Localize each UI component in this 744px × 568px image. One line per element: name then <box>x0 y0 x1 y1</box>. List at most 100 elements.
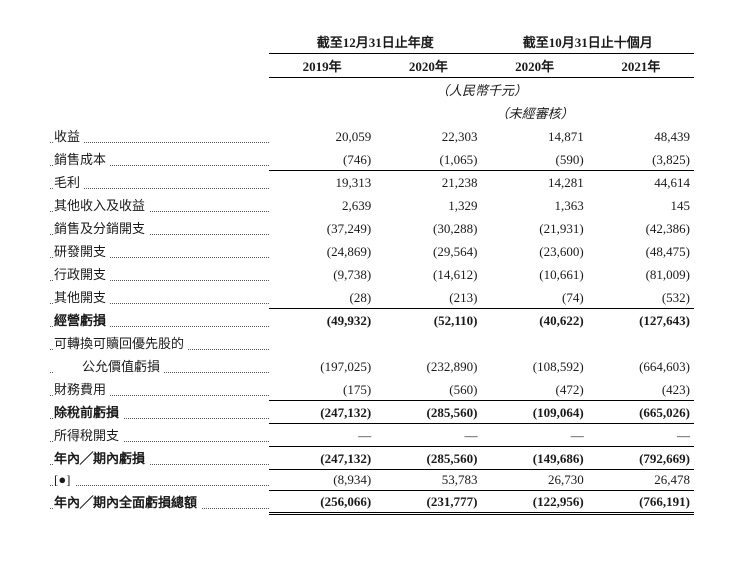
cell-value: 1,329 <box>375 193 481 216</box>
cell-value: 2,639 <box>269 193 375 216</box>
cell-value: (9,738) <box>269 262 375 285</box>
cell-value: (21,931) <box>481 216 587 239</box>
cell-value <box>481 331 587 354</box>
cell-value: 22,303 <box>375 124 481 147</box>
cell-value <box>375 331 481 354</box>
cell-value: (42,386) <box>588 216 694 239</box>
cell-value: (664,603) <box>588 354 694 377</box>
cell-value: (175) <box>269 377 375 400</box>
row-label: 銷售成本 <box>50 147 269 170</box>
cell-value: (472) <box>481 377 587 400</box>
row-label: [●] <box>50 469 269 490</box>
header-unaudited: （未經審核） <box>50 101 694 124</box>
cell-value: (197,025) <box>269 354 375 377</box>
cell-value: (285,560) <box>375 400 481 423</box>
cell-value: (247,132) <box>269 446 375 469</box>
cell-value: 26,730 <box>481 469 587 490</box>
cell-value: (560) <box>375 377 481 400</box>
cell-value: (122,956) <box>481 490 587 513</box>
row-label: 公允價值虧損 <box>50 354 269 377</box>
table-row: 年內╱期內全面虧損總額(256,066)(231,777)(122,956)(7… <box>50 490 694 513</box>
cell-value: 20,059 <box>269 124 375 147</box>
cell-value: (3,825) <box>588 147 694 170</box>
row-label: 其他收入及收益 <box>50 193 269 216</box>
cell-value: 14,281 <box>481 170 587 193</box>
row-label: 經營虧損 <box>50 308 269 331</box>
cell-value: (29,564) <box>375 239 481 262</box>
table-row: 財務費用(175)(560)(472)(423) <box>50 377 694 400</box>
row-label: 收益 <box>50 124 269 147</box>
cell-value: (28) <box>269 285 375 308</box>
cell-value: (24,869) <box>269 239 375 262</box>
row-label: 年內╱期內全面虧損總額 <box>50 490 269 513</box>
row-label: 財務費用 <box>50 377 269 400</box>
header-group-right: 截至10月31日止十個月 <box>481 30 694 54</box>
cell-value: — <box>481 423 587 446</box>
table-row: 收益20,05922,30314,87148,439 <box>50 124 694 147</box>
cell-value: — <box>588 423 694 446</box>
cell-value: 1,363 <box>481 193 587 216</box>
cell-value <box>269 331 375 354</box>
cell-value: (30,288) <box>375 216 481 239</box>
header-unit-label: （人民幣千元） <box>269 78 694 102</box>
cell-value: 21,238 <box>375 170 481 193</box>
cell-value: 14,871 <box>481 124 587 147</box>
row-label: 年內╱期內虧損 <box>50 446 269 469</box>
cell-value: (766,191) <box>588 490 694 513</box>
cell-value: (52,110) <box>375 308 481 331</box>
table-row: 公允價值虧損(197,025)(232,890)(108,592)(664,60… <box>50 354 694 377</box>
cell-value: (232,890) <box>375 354 481 377</box>
cell-value: 145 <box>588 193 694 216</box>
row-label: 銷售及分銷開支 <box>50 216 269 239</box>
cell-value: (14,612) <box>375 262 481 285</box>
cell-value: (40,622) <box>481 308 587 331</box>
cell-value: (108,592) <box>481 354 587 377</box>
cell-value: — <box>269 423 375 446</box>
row-label: 可轉換可贖回優先股的 <box>50 331 269 354</box>
cell-value: (37,249) <box>269 216 375 239</box>
cell-value: 19,313 <box>269 170 375 193</box>
row-label: 行政開支 <box>50 262 269 285</box>
cell-value: (81,009) <box>588 262 694 285</box>
table-row: 除稅前虧損(247,132)(285,560)(109,064)(665,026… <box>50 400 694 423</box>
cell-value: (532) <box>588 285 694 308</box>
header-unaudited-label: （未經審核） <box>481 101 587 124</box>
cell-value: 53,783 <box>375 469 481 490</box>
table-row: 其他開支(28)(213)(74)(532) <box>50 285 694 308</box>
cell-value: (285,560) <box>375 446 481 469</box>
table-row: 銷售成本(746)(1,065)(590)(3,825) <box>50 147 694 170</box>
cell-value: 44,614 <box>588 170 694 193</box>
cell-value: (590) <box>481 147 587 170</box>
cell-value: (1,065) <box>375 147 481 170</box>
table-row: 經營虧損(49,932)(52,110)(40,622)(127,643) <box>50 308 694 331</box>
header-unit: （人民幣千元） <box>50 78 694 102</box>
cell-value: (256,066) <box>269 490 375 513</box>
table-row: 年內╱期內虧損(247,132)(285,560)(149,686)(792,6… <box>50 446 694 469</box>
cell-value: (213) <box>375 285 481 308</box>
cell-value: — <box>375 423 481 446</box>
cell-value: (792,669) <box>588 446 694 469</box>
header-group-left: 截至12月31日止年度 <box>269 30 482 54</box>
cell-value: (48,475) <box>588 239 694 262</box>
cell-value: (247,132) <box>269 400 375 423</box>
row-label: 研發開支 <box>50 239 269 262</box>
cell-value: 48,439 <box>588 124 694 147</box>
header-years: 2019年 2020年 2020年 2021年 <box>50 54 694 78</box>
cell-value: (10,661) <box>481 262 587 285</box>
cell-value <box>588 331 694 354</box>
header-year-3: 2021年 <box>588 54 694 78</box>
table-row: 行政開支(9,738)(14,612)(10,661)(81,009) <box>50 262 694 285</box>
row-label: 除稅前虧損 <box>50 400 269 423</box>
cell-value: (109,064) <box>481 400 587 423</box>
header-year-0: 2019年 <box>269 54 375 78</box>
cell-value: (423) <box>588 377 694 400</box>
cell-value: (23,600) <box>481 239 587 262</box>
cell-value: (8,934) <box>269 469 375 490</box>
cell-value: (665,026) <box>588 400 694 423</box>
cell-value: (74) <box>481 285 587 308</box>
cell-value: (746) <box>269 147 375 170</box>
header-year-2: 2020年 <box>481 54 587 78</box>
table-row: [●](8,934)53,78326,73026,478 <box>50 469 694 490</box>
header-period-groups: 截至12月31日止年度 截至10月31日止十個月 <box>50 30 694 54</box>
table-row: 可轉換可贖回優先股的 <box>50 331 694 354</box>
